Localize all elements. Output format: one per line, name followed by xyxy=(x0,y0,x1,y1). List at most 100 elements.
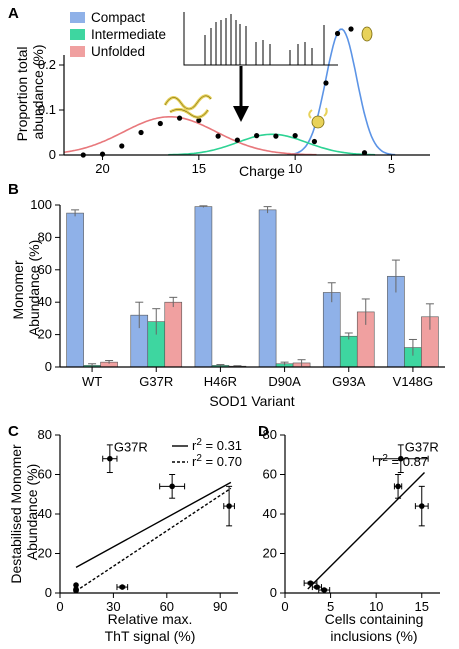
panel-a-label: A xyxy=(8,5,19,22)
panel-a-point-5 xyxy=(176,115,183,121)
panel-a-x-tick-label-15: 15 xyxy=(192,161,206,176)
intermediate-blob xyxy=(311,115,325,129)
panel-c-point-label-g37r: G37R xyxy=(114,440,148,455)
panel-c-y-tick-label-60: 60 xyxy=(38,467,52,482)
panel-d-y-tick-label-0: 0 xyxy=(270,585,277,600)
legend-compact: Compact xyxy=(91,10,145,25)
panel-a-point-15 xyxy=(348,26,354,32)
panel-a-point-13 xyxy=(323,80,329,86)
panel-b-ylabel-line2: Abundance (%) xyxy=(26,240,42,337)
panel-c-point-1 xyxy=(169,483,175,490)
panel-a: A 20 15 10 5 0 0.1 0.2 Charge Proportion total… xyxy=(8,5,430,179)
panel-c-fit-solid xyxy=(75,481,232,568)
unfolded-ribbon xyxy=(163,94,213,119)
panel-d-legend-r2-value-0: = 0.87 xyxy=(388,454,428,469)
panel-a-point-8 xyxy=(234,137,240,143)
panel-a-curve-compact xyxy=(287,28,396,156)
panel-d-label: D xyxy=(258,423,269,440)
panel-d-point-label-g37r: G37R xyxy=(405,440,439,455)
panel-b-y-tick-label-20: 20 xyxy=(38,327,52,342)
panel-a-x-tick-label-5: 5 xyxy=(388,161,395,176)
panel-a-ylabel-line1: Proportion total xyxy=(14,46,30,141)
panel-a-point-9 xyxy=(254,133,260,139)
legend-swatch-unfolded xyxy=(70,46,85,57)
panel-a-points xyxy=(80,26,368,158)
panel-a-curve-unfolded xyxy=(63,116,317,156)
legend-unfolded: Unfolded xyxy=(91,44,145,59)
panel-a-axes: 20 15 10 5 0 0.1 0.2 xyxy=(38,55,430,176)
inset-axes xyxy=(183,12,338,66)
panel-d-y-tick-label-40: 40 xyxy=(263,506,277,521)
panel-c-legend-r-symbol-1: r xyxy=(192,454,197,469)
panel-b-category-wt: WT xyxy=(82,374,102,389)
panel-d-legend-r-exponent-0: 2 xyxy=(382,453,388,464)
panel-b-axes: 0 20 40 60 80 100 WT G37R H46R D90A G93A V148G xyxy=(30,197,445,389)
panel-d-legend-r-symbol-0: r xyxy=(378,454,383,469)
panel-d-x-tick-label-0: 0 xyxy=(281,599,288,614)
panel-c-legend-r2-value-1: = 0.70 xyxy=(202,454,242,469)
panel-b: B 0 20 40 60 80 100 WT G37R H46R D90A G93A V148G SO… xyxy=(8,181,445,409)
panel-d-xlabel-line2: inclusions (%) xyxy=(330,628,417,644)
panel-c-xlabel-line2: ThT signal (%) xyxy=(105,628,196,644)
panel-c-fit-dashed xyxy=(75,487,232,592)
panel-b-bars xyxy=(66,205,439,368)
panel-c-legend-r-exponent-1: 2 xyxy=(196,453,202,464)
panel-a-point-2 xyxy=(119,143,125,149)
panel-a-curve-intermediate xyxy=(168,133,376,156)
arrow-head-icon xyxy=(233,106,249,122)
panel-d-x-tick-label-15: 15 xyxy=(415,599,429,614)
inset-peaks xyxy=(204,14,325,65)
panel-c-xlabel-line1: Relative max. xyxy=(108,611,193,627)
panel-a-curves xyxy=(63,28,396,156)
panel-c-y-tick-label-40: 40 xyxy=(38,506,52,521)
panel-d-point-0 xyxy=(397,455,404,462)
compact-protein-icon xyxy=(361,26,373,42)
panel-a-xlabel: Charge xyxy=(239,163,285,179)
panel-d-x-tick-label-10: 10 xyxy=(369,599,383,614)
panel-b-category-g37r: G37R xyxy=(139,374,173,389)
panel-c-y-tick-label-0: 0 xyxy=(45,585,52,600)
panel-b-category-g93a: G93A xyxy=(332,374,366,389)
panel-a-point-16 xyxy=(361,150,368,156)
panel-c-legend-r-symbol-0: r xyxy=(192,438,197,453)
panel-c-point-5 xyxy=(73,587,79,593)
legend-intermediate: Intermediate xyxy=(91,27,166,42)
panel-a-y-tick-label-0-1: 0.1 xyxy=(38,102,56,117)
panel-c-ylabel-line1: Destabilised Monomer xyxy=(8,444,24,584)
panel-a-point-7 xyxy=(215,133,221,139)
panel-d-point-2 xyxy=(418,503,425,509)
panel-a-point-4 xyxy=(157,120,163,127)
unfolded-ribbon-outline xyxy=(164,95,212,118)
unfolded-protein-icon xyxy=(163,94,213,119)
panel-c-point-4 xyxy=(73,582,79,588)
panel-d-y-tick-label-80: 80 xyxy=(263,427,277,442)
panel-b-label: B xyxy=(8,181,19,198)
panel-d-fit-solid xyxy=(307,472,425,590)
panel-b-bar-wt-compact xyxy=(66,212,84,368)
panel-a-x-tick-label-10: 10 xyxy=(288,161,302,176)
panel-c-x-tick-label-30: 30 xyxy=(106,599,120,614)
panel-a-point-14 xyxy=(334,30,341,37)
panel-b-bar-h46r-compact xyxy=(194,206,213,368)
panel-d-x-tick-label-5: 5 xyxy=(327,599,334,614)
panel-c-legend-r2-1: r2 = 0.70 xyxy=(192,453,242,469)
panel-c-legend-r2-0: r2 = 0.31 xyxy=(192,437,242,453)
panel-a-point-10 xyxy=(273,133,279,139)
panel-a-legend: Compact Intermediate Unfolded xyxy=(70,10,166,59)
panel-b-bar-g93a-intermediate xyxy=(339,335,358,368)
panel-d-legend-r2-0: r2 = 0.87 xyxy=(378,453,428,469)
panel-b-xlabel: SOD1 Variant xyxy=(209,393,294,409)
panel-c-y-tick-label-20: 20 xyxy=(38,546,52,561)
panel-b-ylabel: Monomer Abundance (%) xyxy=(10,240,42,337)
panel-b-bar-g93a-compact xyxy=(322,292,341,368)
panel-a-ylabel-line2: abundance (%) xyxy=(30,45,46,140)
panel-c-y-tick-label-80: 80 xyxy=(38,427,52,442)
panel-a-point-11 xyxy=(292,133,298,139)
panel-c-x-tick-label-0: 0 xyxy=(56,599,63,614)
intermediate-protein-icon xyxy=(308,107,328,129)
panel-b-y-tick-label-100: 100 xyxy=(30,197,52,212)
